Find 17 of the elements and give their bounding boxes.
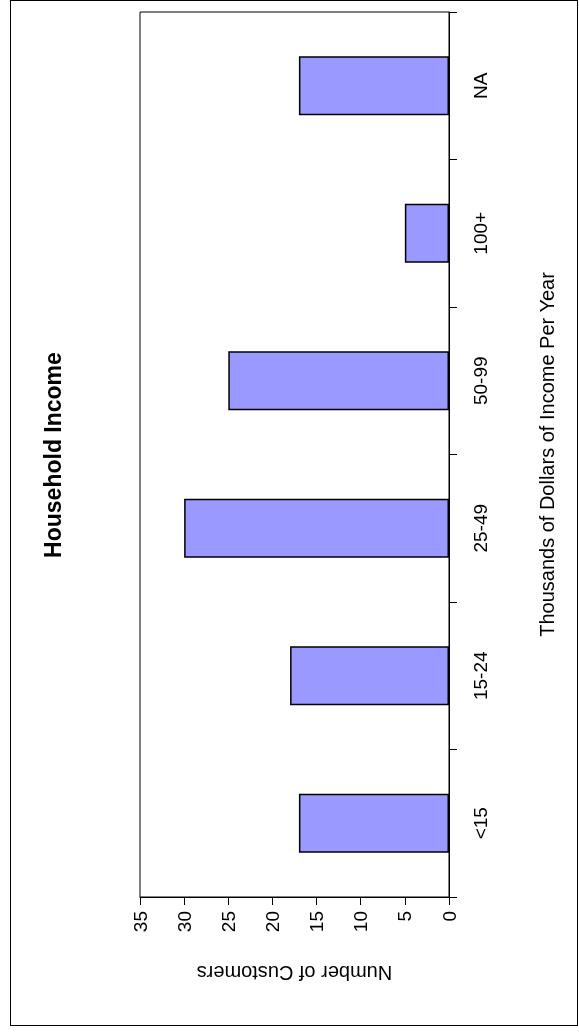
text: Household Income [40, 352, 66, 558]
x-tick-label: 30 [173, 911, 195, 933]
y-tick-label: 50-99 [470, 356, 491, 406]
x-tick-label: 5 [394, 911, 416, 922]
x-tick-label: 35 [129, 911, 151, 933]
x-tick-label: 15 [306, 911, 328, 933]
x-tick-label: 25 [217, 911, 239, 933]
x-tick-label: 10 [350, 911, 372, 933]
y-tick-label: 25-49 [470, 503, 491, 553]
y-axis-title: Thousands of Dollars of Income Per Year [536, 271, 558, 637]
x-axis-title: Number of Customers [196, 962, 393, 984]
x-tick-label: 20 [261, 911, 283, 933]
y-tick-label: 15-24 [470, 651, 491, 701]
y-tick-label: NA [470, 72, 491, 99]
y-tick-label: <15 [470, 807, 491, 840]
x-tick-label: 0 [438, 911, 460, 922]
y-tick-label: 100+ [470, 211, 491, 255]
